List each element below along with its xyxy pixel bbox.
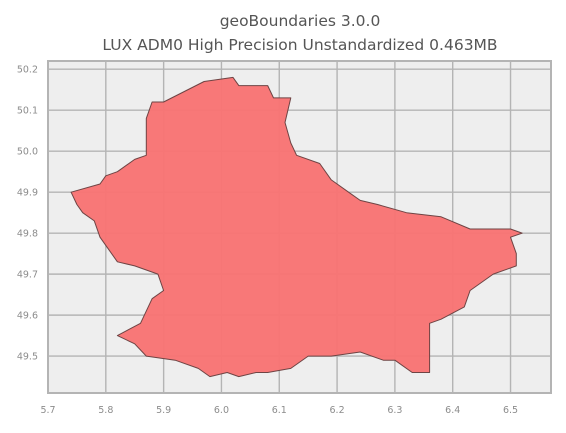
y-tick-label: 49.9 [17, 188, 38, 199]
x-tick-label: 6.4 [445, 405, 460, 416]
y-axis-ticks: 49.5 49.6 49.7 49.8 49.9 50.0 50.1 50.2 [17, 65, 38, 363]
x-tick-label: 6.3 [387, 405, 402, 416]
plot-frame [47, 60, 552, 394]
y-tick-label: 49.6 [17, 311, 38, 322]
y-tick-label: 50.0 [17, 147, 38, 158]
x-tick-label: 6.0 [214, 405, 229, 416]
x-axis-ticks: 5.7 5.8 5.9 6.0 6.1 6.2 6.3 6.4 6.5 [40, 405, 518, 416]
x-tick-label: 6.1 [272, 405, 287, 416]
y-tick-label: 49.5 [17, 352, 38, 363]
x-tick-label: 5.9 [156, 405, 171, 416]
y-tick-label: 49.8 [17, 229, 38, 240]
country-boundary-lux [70, 76, 523, 378]
y-tick-label: 49.7 [17, 270, 38, 281]
y-tick-label: 50.1 [17, 106, 38, 117]
boundary-layer [70, 76, 523, 378]
x-tick-label: 6.2 [330, 405, 345, 416]
x-tick-label: 6.5 [503, 405, 518, 416]
y-tick-label: 50.2 [17, 65, 38, 76]
map-title-line2: LUX ADM0 High Precision Unstandardized 0… [102, 36, 497, 54]
x-tick-label: 5.7 [40, 405, 55, 416]
x-tick-label: 5.8 [98, 405, 113, 416]
map-title-line1: geoBoundaries 3.0.0 [220, 12, 381, 30]
